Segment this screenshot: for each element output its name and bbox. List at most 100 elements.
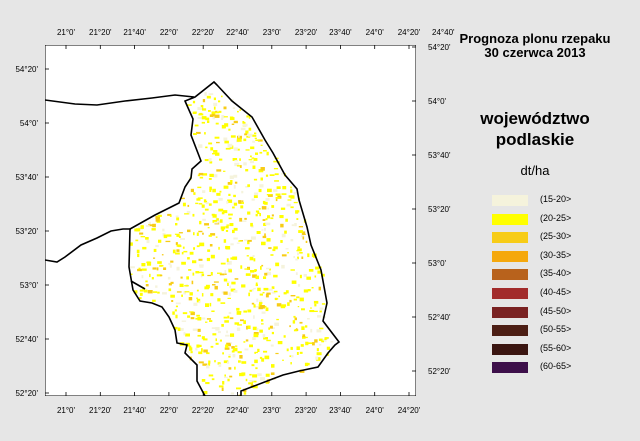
crop-patch [243,138,247,142]
crop-patch [297,248,302,252]
crop-patch [173,326,178,330]
crop-patch [244,348,249,351]
lon-label-bottom: 22°40' [226,406,249,415]
crop-patch [217,298,221,302]
crop-patch [246,135,251,138]
crop-patch [249,380,255,382]
crop-patch [316,352,322,356]
crop-patch [197,116,203,119]
crop-patch [228,292,232,296]
crop-patch [281,264,285,269]
crop-patch [241,220,247,222]
crop-patch [139,297,142,300]
crop-patch [269,268,271,271]
crop-patch [193,133,197,135]
crop-patch [259,329,263,333]
crop-patch [141,263,146,267]
crop-patch [201,116,207,120]
crop-patch [265,198,270,201]
crop-patch [157,214,162,217]
crop-patch [255,139,260,141]
crop-patch [210,272,213,276]
crop-patch [239,202,244,204]
crop-patch [300,344,304,347]
crop-patch [229,175,234,179]
crop-patch [222,381,225,385]
crop-patch [229,375,233,378]
crop-patch [246,325,248,330]
crop-patch [212,116,215,120]
crop-patch [273,274,278,278]
crop-patch [230,342,233,344]
crop-patch [252,337,256,340]
lat-label-right: 52°20' [428,367,451,376]
crop-patch [225,147,231,150]
crop-patch [202,338,208,341]
map[interactable] [45,45,416,396]
region-line-1: województwo [480,109,590,128]
crop-patch [223,106,227,110]
crop-patch [193,232,195,236]
crop-patch [218,385,224,388]
crop-patch [243,392,247,395]
crop-patch [241,200,244,202]
crop-patch [255,210,259,213]
crop-patch [210,147,214,151]
crop-patch [233,202,238,206]
crop-patch [137,268,142,272]
crop-patch [252,385,258,389]
crop-patch [247,309,252,313]
crop-patch [248,133,253,137]
crop-patch [130,273,133,275]
crop-patch [205,284,210,289]
crop-patch [198,144,203,148]
crop-patch [298,284,301,287]
crop-patch [240,360,243,363]
crop-patch [209,173,214,177]
crop-patch [318,338,323,341]
crop-patch [157,261,162,264]
crop-patch [231,281,236,285]
crop-patch [272,248,276,252]
crop-patch [268,327,270,330]
crop-patch [305,240,308,243]
crop-patch [199,264,204,267]
crop-patch [264,233,266,237]
crop-patch [236,308,239,310]
lat-labels-right: 54°20'54°0'53°40'53°20'53°0'52°40'52°20' [428,43,451,376]
legend-unit: dt/ha [520,163,550,178]
crop-patch [294,317,297,321]
crop-patch [286,348,289,352]
crop-patch [259,301,263,305]
crop-patch [266,271,271,276]
crop-patch [313,300,319,304]
crop-patch [198,258,203,261]
crop-patch [314,275,317,278]
crop-patch [209,189,212,192]
crop-patch [314,339,318,343]
map-title: Prognoza plonu rzepaku 30 czerwca 2013 [440,32,630,60]
crop-patch [239,372,244,377]
crop-patch [234,160,239,162]
crop-patch [190,351,193,354]
crop-patch [224,123,229,127]
crop-patch [224,376,228,379]
crop-patch [225,230,229,232]
crop-patch [251,236,256,240]
boundaries [45,80,341,396]
crop-patch [219,190,222,193]
crop-patch [274,298,279,300]
map-frame [45,45,416,396]
crop-patch [253,332,259,336]
crop-patch [226,261,232,265]
crop-patches [129,92,335,396]
crop-patch [226,281,230,283]
crop-patch [248,159,253,161]
lat-label-right: 53°0' [428,259,447,268]
crop-patch [294,223,297,227]
crop-patch [214,360,216,363]
crop-patch [256,327,259,331]
crop-patch [236,387,241,390]
crop-patch [275,262,280,267]
crop-patch [293,256,295,259]
